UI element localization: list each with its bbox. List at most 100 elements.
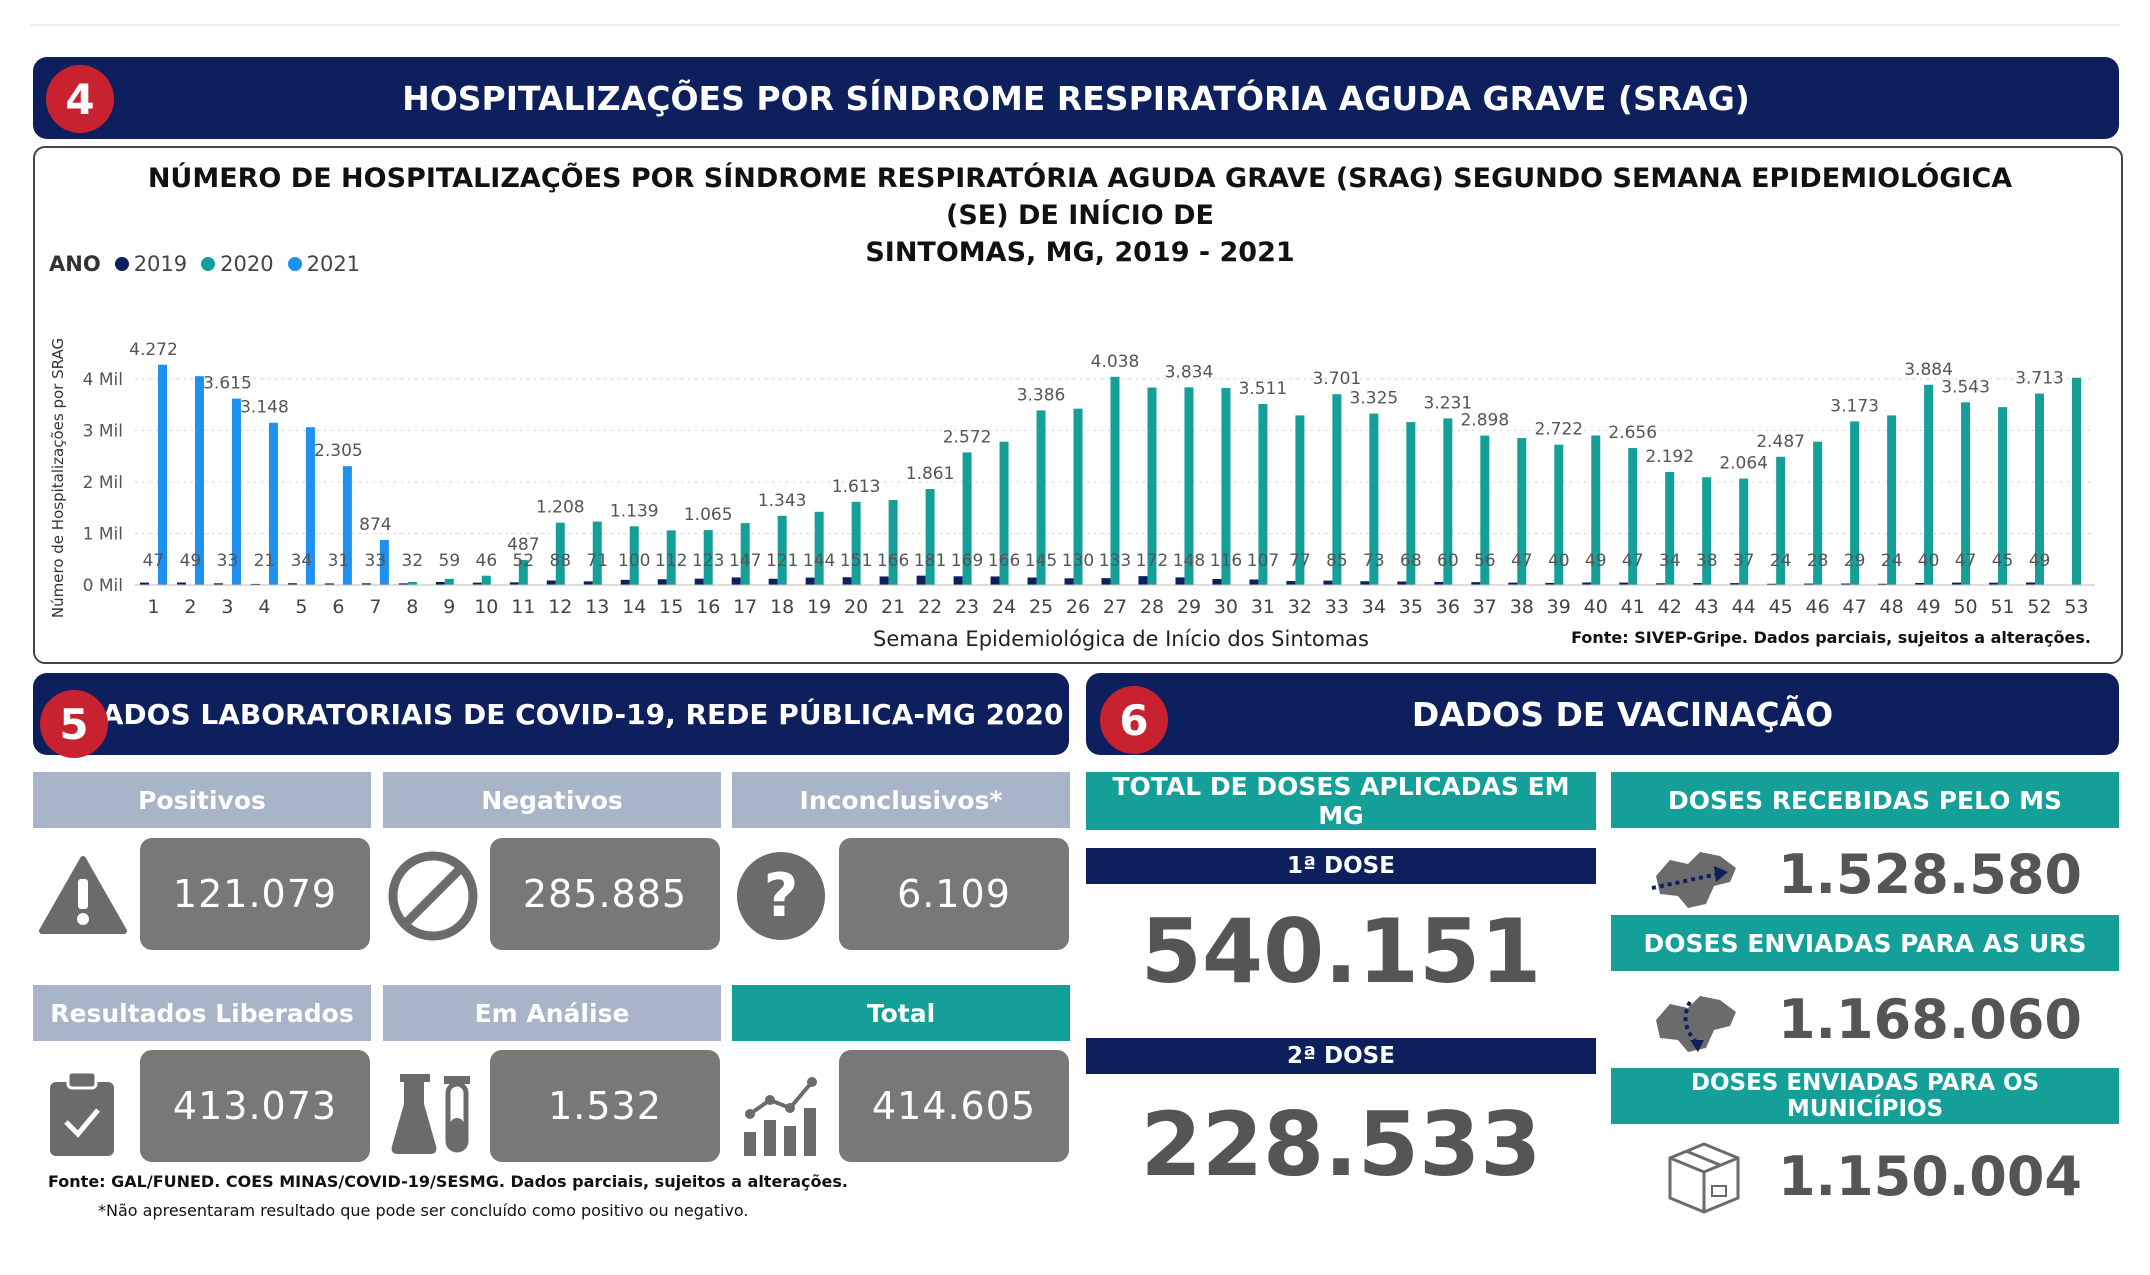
bar-2020-se53 xyxy=(2072,377,2082,585)
data-label-2020: 2.064 xyxy=(1719,454,1768,474)
data-label-2019: 46 xyxy=(476,551,498,571)
top-divider xyxy=(30,24,2120,26)
x-tick-label: 24 xyxy=(992,596,1016,618)
chart-title: NÚMERO DE HOSPITALIZAÇÕES POR SÍNDROME R… xyxy=(125,160,2035,271)
data-label-2019: 59 xyxy=(439,551,461,571)
x-tick-label: 32 xyxy=(1288,596,1312,618)
x-tick-label: 30 xyxy=(1214,596,1238,618)
data-label-2020: 1.139 xyxy=(610,501,659,521)
data-label-2020: 2.487 xyxy=(1756,432,1805,452)
data-label-2019: 56 xyxy=(1474,551,1496,571)
y-tick-label: 0 Mil xyxy=(83,576,123,596)
x-tick-label: 23 xyxy=(955,596,979,618)
bar-2021-se1 xyxy=(157,364,167,585)
data-label-2019: 31 xyxy=(328,551,350,571)
bar-2019-se33 xyxy=(1323,580,1333,585)
value-positivos: 121.079 xyxy=(140,838,370,950)
bar-2019-se11 xyxy=(509,582,519,585)
data-label-2019: 112 xyxy=(655,551,687,571)
x-tick-label: 47 xyxy=(1843,596,1867,618)
x-tick-label: 3 xyxy=(221,596,233,618)
data-label-2019: 32 xyxy=(402,551,424,571)
x-tick-label: 18 xyxy=(770,596,794,618)
x-tick-label: 15 xyxy=(659,596,683,618)
bar-2019-se9 xyxy=(435,581,445,585)
bar-2020-se27 xyxy=(1110,376,1120,585)
data-label-2019: 88 xyxy=(549,551,571,571)
data-label-2019: 40 xyxy=(1548,551,1570,571)
warning-icon xyxy=(39,856,127,934)
bar-2020-se29 xyxy=(1184,387,1194,585)
bar-2019-se10 xyxy=(472,582,482,585)
x-tick-label: 20 xyxy=(844,596,868,618)
y-axis-label: Número de Hospitalizações por SRAG xyxy=(49,338,67,618)
bar-2019-se40 xyxy=(1582,582,1592,585)
section6-title: DADOS DE VACINAÇÃO xyxy=(1411,694,1834,734)
x-tick-label: 1 xyxy=(147,596,159,618)
card-header-positivos: Positivos xyxy=(33,772,371,828)
bar-2020-se39 xyxy=(1554,444,1564,585)
section6-banner: DADOS DE VACINAÇÃO xyxy=(1086,673,2119,755)
bar-2019-se43 xyxy=(1693,583,1703,585)
bar-2019-se29 xyxy=(1175,577,1185,585)
x-axis-label: Semana Epidemiológica de Início dos Sint… xyxy=(873,627,1369,651)
data-label-2020: 3.231 xyxy=(1423,393,1472,413)
data-label-2019: 60 xyxy=(1437,551,1459,571)
legend-label-2020: 2020 xyxy=(220,252,274,276)
bar-2019-se44 xyxy=(1730,583,1740,585)
bar-2020-se20 xyxy=(851,501,861,585)
data-label-2019: 166 xyxy=(877,551,909,571)
data-label-2019: 24 xyxy=(1770,551,1792,571)
y-tick-label: 4 Mil xyxy=(83,370,123,390)
x-tick-label: 52 xyxy=(2027,596,2051,618)
data-label-2019: 45 xyxy=(1992,551,2014,571)
bar-2019-se23 xyxy=(953,576,963,585)
bar-2020-se35 xyxy=(1406,422,1416,585)
data-label-2019: 148 xyxy=(1173,551,1205,571)
value-em-analise: 1.532 xyxy=(490,1050,720,1162)
received-header: DOSES RECEBIDAS PELO MS xyxy=(1611,772,2119,828)
bar-2020-se21 xyxy=(888,499,898,585)
x-tick-label: 5 xyxy=(295,596,307,618)
bar-2019-se48 xyxy=(1878,583,1888,585)
x-tick-label: 11 xyxy=(511,596,535,618)
bar-2020-se51 xyxy=(1998,407,2008,585)
legend-swatch-2021 xyxy=(287,257,302,271)
data-label-2020: 3.834 xyxy=(1165,362,1214,382)
y-tick-label: 3 Mil xyxy=(83,421,123,441)
data-label-2019: 107 xyxy=(1247,551,1279,571)
data-label-2020: 2.656 xyxy=(1608,423,1657,443)
legend-title: ANO xyxy=(49,252,101,276)
x-tick-label: 42 xyxy=(1658,596,1682,618)
chart-title-line1: NÚMERO DE HOSPITALIZAÇÕES POR SÍNDROME R… xyxy=(147,163,2013,231)
bar-2020-se44 xyxy=(1739,478,1749,585)
x-tick-label: 33 xyxy=(1325,596,1349,618)
section5-title: DADOS LABORATORIAIS DE COVID-19, REDE PÚ… xyxy=(78,697,1064,731)
bar-2019-se49 xyxy=(1915,582,1925,585)
bar-2020-se42 xyxy=(1665,471,1675,585)
data-label-2019: 144 xyxy=(803,551,835,571)
x-tick-label: 9 xyxy=(443,596,455,618)
data-label-2020: 1.343 xyxy=(758,491,807,511)
x-tick-label: 7 xyxy=(369,596,381,618)
bar-2020-se11 xyxy=(518,559,528,585)
total-doses-header: TOTAL DE DOSES APLICADAS EM MG xyxy=(1086,772,1596,830)
data-label-2019: 133 xyxy=(1099,551,1131,571)
y-tick-label: 1 Mil xyxy=(83,524,123,544)
data-label-2020: 3.884 xyxy=(1904,360,1953,380)
x-tick-label: 10 xyxy=(474,596,498,618)
bar-2020-se15 xyxy=(666,530,676,585)
x-tick-label: 12 xyxy=(548,596,572,618)
data-label-2019: 21 xyxy=(254,551,276,571)
data-label-2019: 52 xyxy=(512,551,534,571)
bar-2021-se7 xyxy=(379,539,389,585)
bar-2020-se23 xyxy=(962,452,972,585)
x-tick-label: 34 xyxy=(1362,596,1386,618)
mg-map-arrow-icon xyxy=(1651,852,1736,908)
bar-2019-se52 xyxy=(2026,582,2036,585)
card-header-total: Total xyxy=(732,985,1070,1041)
x-tick-label: 51 xyxy=(1990,596,2014,618)
bar-2019-se37 xyxy=(1471,582,1481,585)
bar-2020-se50 xyxy=(1961,402,1971,585)
x-tick-label: 36 xyxy=(1436,596,1460,618)
